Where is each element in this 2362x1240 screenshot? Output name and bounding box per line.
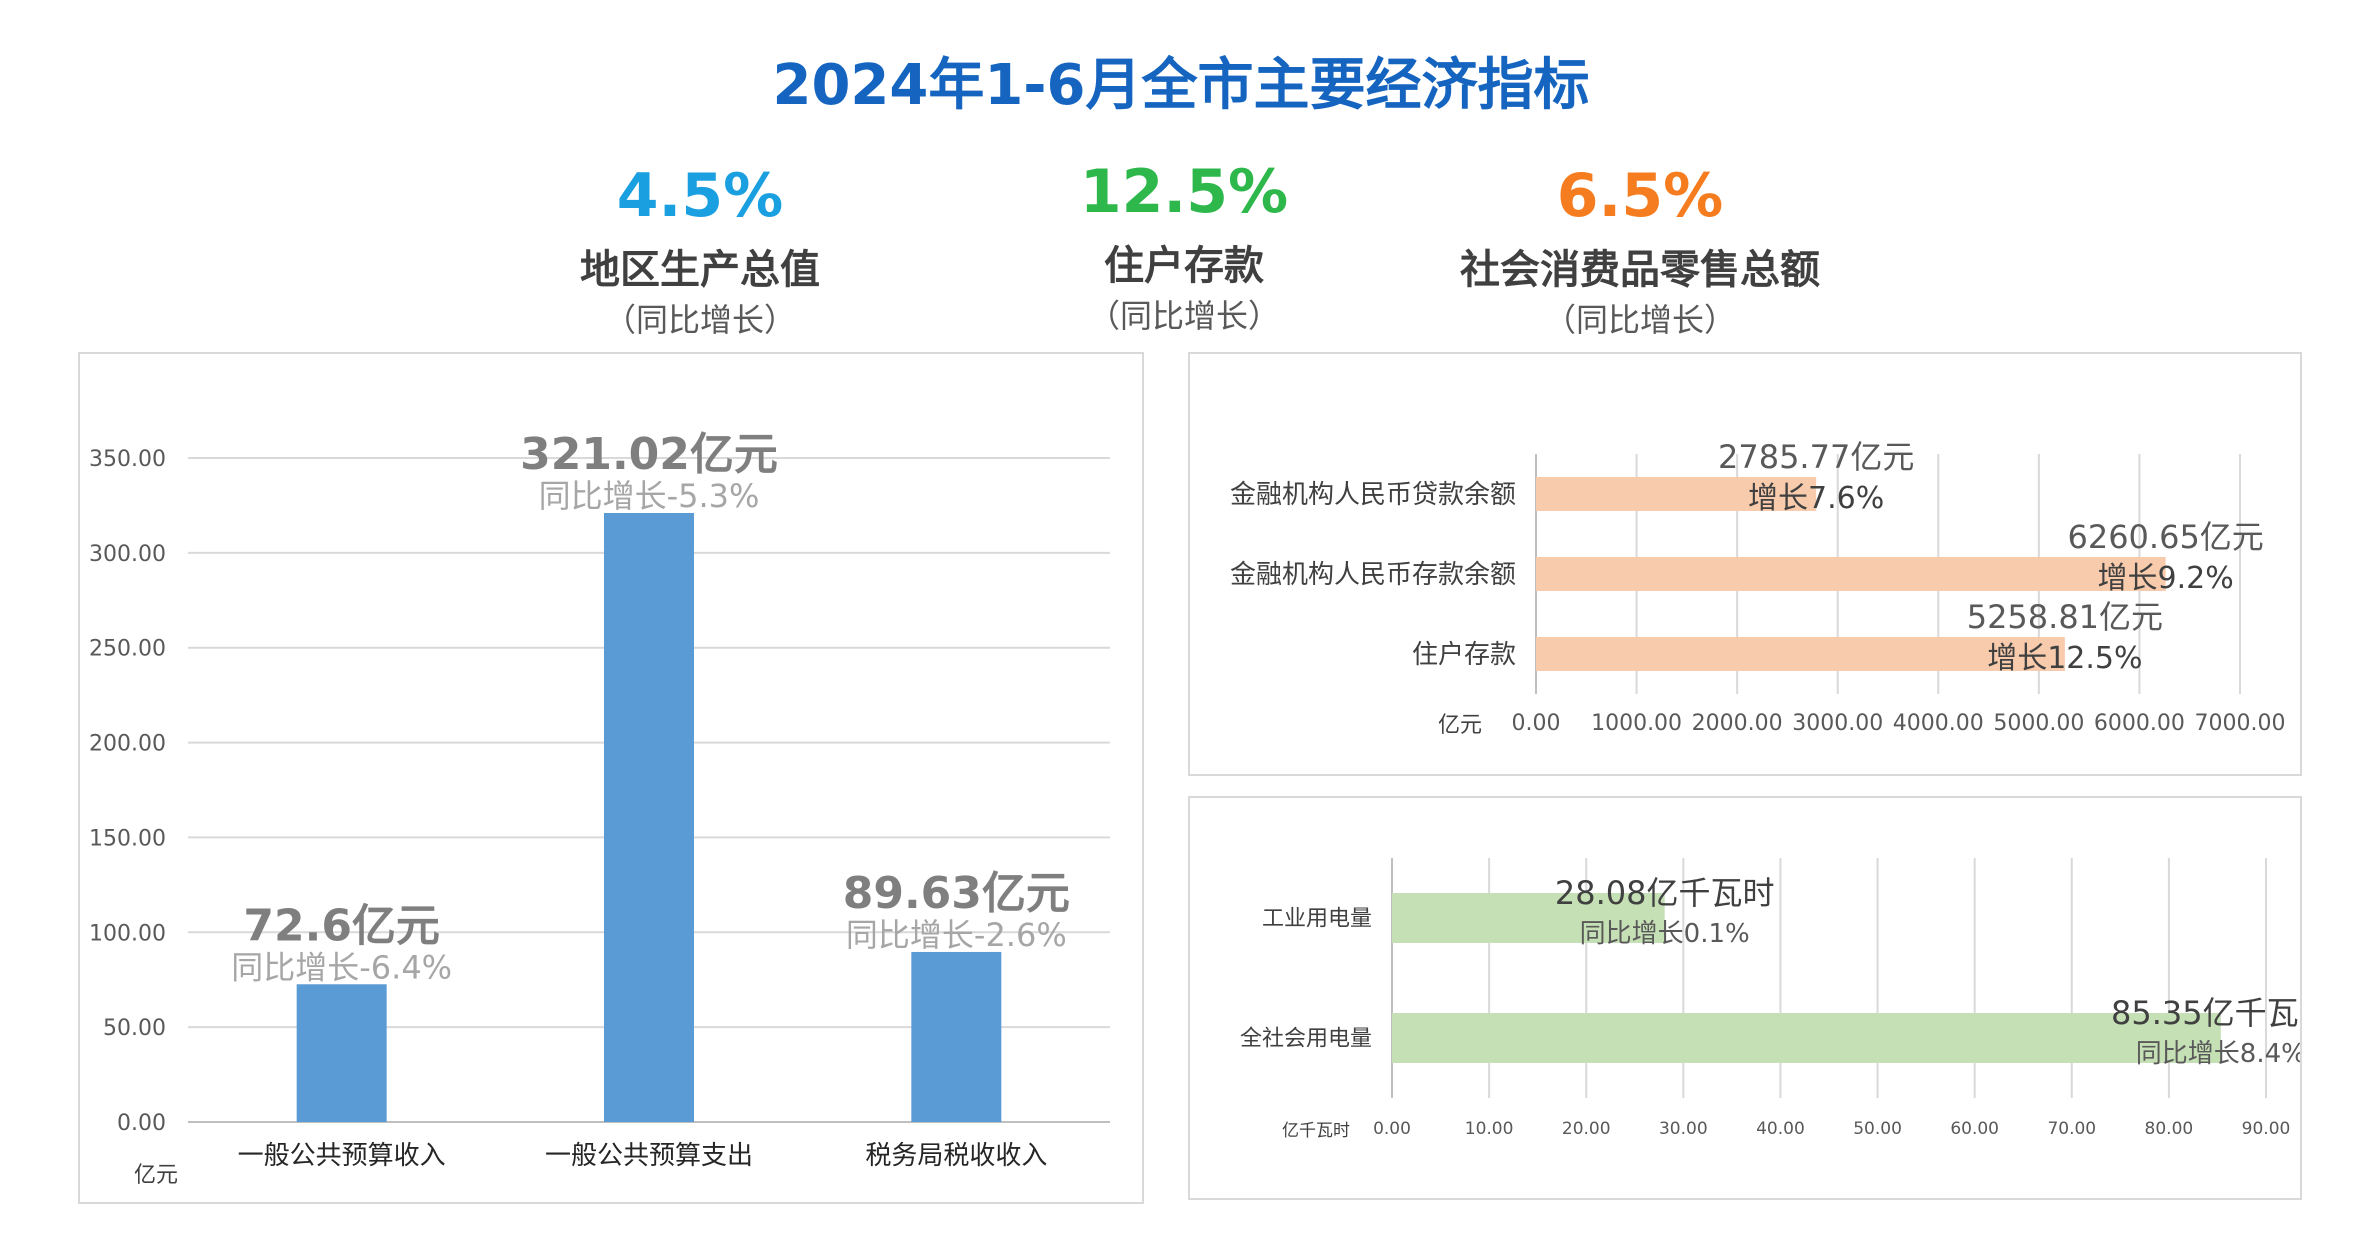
kpi-gdp-sub: （同比增长） bbox=[603, 301, 796, 339]
bar bbox=[1536, 637, 2065, 671]
kpi-household-deposit-value: 12.5% bbox=[1079, 157, 1289, 227]
bar-amount-label: 89.63亿元 bbox=[843, 868, 1070, 919]
y-tick-label: 150.00 bbox=[89, 826, 166, 851]
x-tick-label: 80.00 bbox=[2145, 1119, 2194, 1139]
budget-chart-panel: 0.00 50.00 100.00 150.00 200.00 250.00 300.00 3… bbox=[78, 352, 1144, 1204]
y-tick-label: 350.00 bbox=[89, 447, 166, 472]
bar-growth-label: 同比增长8.4% bbox=[2136, 1039, 2300, 1069]
bar-growth-label: 增长7.6% bbox=[1748, 481, 1884, 516]
y-tick-label: 200.00 bbox=[89, 732, 166, 757]
y-tick-label: 250.00 bbox=[89, 637, 166, 662]
kpi-gdp: 4.5% 地区生产总值 （同比增长） bbox=[480, 160, 920, 340]
deposit-chart-panel: 0.00 1000.00 2000.00 3000.00 4000.00 5000.00 6… bbox=[1188, 352, 2302, 776]
kpi-gdp-value: 4.5% bbox=[616, 161, 784, 231]
bar-growth-label: 同比增长-6.4% bbox=[231, 948, 452, 986]
x-category-label: 一般公共预算支出 bbox=[545, 1141, 753, 1171]
bar-growth-label: 同比增长-5.3% bbox=[539, 477, 760, 515]
bar bbox=[1392, 893, 1665, 943]
deposit-hbar-chart: 0.00 1000.00 2000.00 3000.00 4000.00 5000.00 6… bbox=[1230, 438, 2286, 738]
electricity-hbar-chart: 0.00 10.00 20.00 30.00 40.00 50.00 60.00 70.00 8… bbox=[1240, 858, 2331, 1141]
bar-amount-label: 2785.77亿元 bbox=[1718, 438, 1914, 476]
bar-growth-label: 同比增长0.1% bbox=[1580, 919, 1750, 949]
y-tick-label: 0.00 bbox=[117, 1111, 166, 1136]
electricity-chart-panel: 0.00 10.00 20.00 30.00 40.00 50.00 60.00 70.00 8… bbox=[1188, 796, 2331, 1200]
x-tick-label: 3000.00 bbox=[1792, 711, 1883, 736]
x-tick-label: 1000.00 bbox=[1591, 711, 1682, 736]
x-category-label: 税务局税收收入 bbox=[865, 1141, 1047, 1171]
bar bbox=[1536, 557, 2166, 591]
x-tick-label: 0.00 bbox=[1512, 711, 1561, 736]
x-tick-label: 90.00 bbox=[2242, 1119, 2291, 1139]
unit-label: 亿元 bbox=[134, 1163, 178, 1188]
y-category-label: 工业用电量 bbox=[1262, 907, 1372, 932]
y-category-label: 金融机构人民币存款余额 bbox=[1230, 560, 1516, 590]
x-tick-label: 70.00 bbox=[2047, 1119, 2096, 1139]
bar-amount-label: 5258.81亿元 bbox=[1967, 598, 2163, 636]
kpi-retail-sales-sub: （同比增长） bbox=[1543, 301, 1736, 339]
bar bbox=[296, 984, 387, 1122]
bar-growth-label: 增长9.2% bbox=[2098, 561, 2234, 596]
y-tick-label: 50.00 bbox=[103, 1016, 166, 1041]
y-category-label: 住户存款 bbox=[1412, 640, 1516, 670]
bar bbox=[1392, 1013, 2221, 1063]
y-category-label: 全社会用电量 bbox=[1240, 1027, 1372, 1052]
y-tick-label: 100.00 bbox=[89, 921, 166, 946]
x-tick-label: 20.00 bbox=[1562, 1119, 1611, 1139]
bar-amount-label: 6260.65亿元 bbox=[2067, 518, 2263, 556]
bar-amount-label: 28.08亿千瓦时 bbox=[1555, 874, 1775, 912]
kpi-household-deposit-label: 住户存款 bbox=[1104, 243, 1264, 289]
kpi-household-deposit-sub: （同比增长） bbox=[1087, 297, 1280, 335]
bar bbox=[604, 512, 694, 1122]
bar-growth-label: 增长12.5% bbox=[1987, 641, 2142, 676]
unit-label: 亿元 bbox=[1438, 713, 1482, 738]
kpi-retail-sales-label: 社会消费品零售总额 bbox=[1460, 247, 1820, 293]
bar-amount-label: 85.35亿千瓦时 bbox=[2111, 994, 2300, 1032]
bar-growth-label: 同比增长-2.6% bbox=[846, 916, 1067, 954]
page-title: 2024年1-6月全市主要经济指标 bbox=[772, 53, 1590, 118]
y-category-label: 金融机构人民币贷款余额 bbox=[1230, 480, 1516, 510]
x-tick-label: 60.00 bbox=[1950, 1119, 1999, 1139]
bar-amount-label: 321.02亿元 bbox=[520, 429, 778, 480]
kpi-retail-sales: 6.5% 社会消费品零售总额 （同比增长） bbox=[1420, 160, 1860, 340]
x-category-label: 一般公共预算收入 bbox=[238, 1141, 446, 1171]
kpi-gdp-label: 地区生产总值 bbox=[580, 247, 820, 293]
x-tick-label: 40.00 bbox=[1756, 1119, 1805, 1139]
bar bbox=[1536, 477, 1817, 511]
budget-bar-chart: 0.00 50.00 100.00 150.00 200.00 250.00 300.00 3… bbox=[89, 429, 1110, 1188]
x-tick-label: 10.00 bbox=[1465, 1119, 1514, 1139]
x-tick-label: 2000.00 bbox=[1692, 711, 1783, 736]
x-tick-label: 7000.00 bbox=[2195, 711, 2286, 736]
x-tick-label: 0.00 bbox=[1373, 1119, 1411, 1139]
kpi-household-deposit: 12.5% 住户存款 （同比增长） bbox=[964, 156, 1404, 336]
x-tick-label: 50.00 bbox=[1853, 1119, 1902, 1139]
bar bbox=[911, 951, 1002, 1122]
unit-label: 亿千瓦时 bbox=[1282, 1121, 1350, 1141]
x-tick-label: 4000.00 bbox=[1893, 711, 1984, 736]
bar-amount-label: 72.6亿元 bbox=[243, 900, 440, 951]
x-tick-label: 5000.00 bbox=[1993, 711, 2084, 736]
x-tick-label: 30.00 bbox=[1659, 1119, 1708, 1139]
x-tick-label: 6000.00 bbox=[2094, 711, 2185, 736]
y-tick-label: 300.00 bbox=[89, 542, 166, 567]
kpi-retail-sales-value: 6.5% bbox=[1556, 161, 1724, 231]
